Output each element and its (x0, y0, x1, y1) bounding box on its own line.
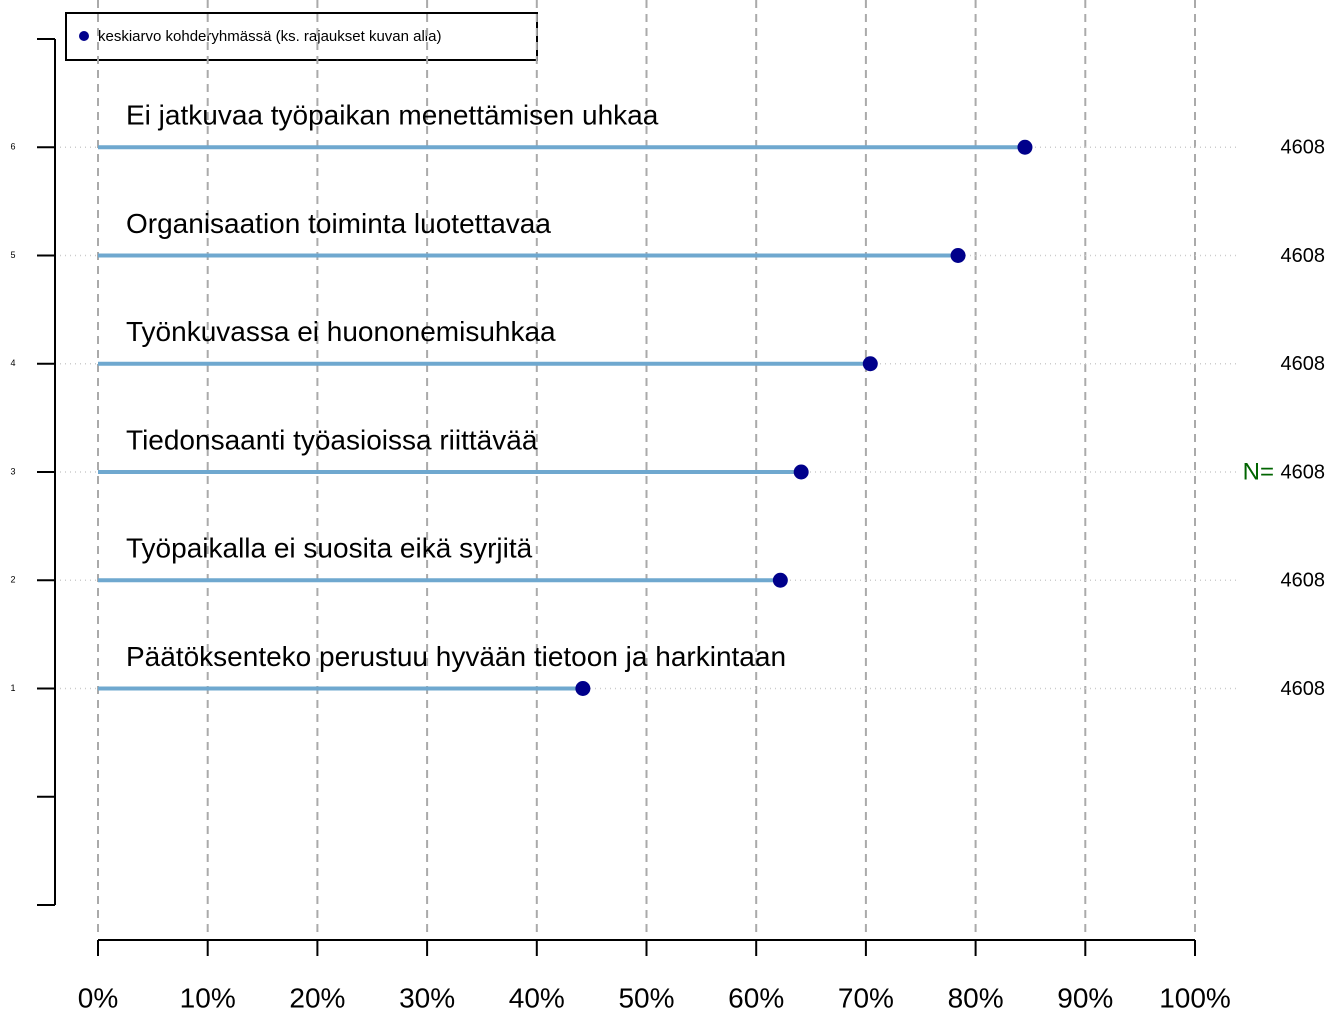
legend-marker (79, 31, 89, 41)
y-tick-label: 5 (10, 250, 15, 260)
category-label: Päätöksenteko perustuu hyvään tietoon ja… (126, 641, 786, 672)
category-label: Tiedonsaanti työasioissa riittävää (126, 424, 538, 455)
y-tick-label: 6 (10, 142, 15, 152)
n-label: 4608 (1281, 137, 1326, 159)
y-tick-label: 3 (10, 466, 15, 476)
n-prefix: N= (1243, 458, 1274, 485)
x-tick-label: 40% (509, 982, 565, 1013)
x-tick-label: 70% (838, 982, 894, 1013)
dot (793, 464, 809, 480)
category-label: Ei jatkuvaa työpaikan menettämisen uhkaa (126, 100, 659, 131)
x-tick-label: 20% (289, 982, 345, 1013)
n-label: 4608 (1281, 461, 1326, 483)
dot (862, 356, 878, 372)
x-tick-label: 30% (399, 982, 455, 1013)
legend-box (65, 12, 538, 61)
n-label: 4608 (1281, 353, 1326, 375)
legend-label: keskiarvo kohderyhmässä (ks. rajaukset k… (98, 28, 441, 45)
x-tick-label: 0% (78, 982, 118, 1013)
x-tick-label: 100% (1159, 982, 1231, 1013)
x-tick-label: 90% (1057, 982, 1113, 1013)
dot (772, 572, 788, 588)
n-label: 4608 (1281, 570, 1326, 592)
x-tick-label: 60% (728, 982, 784, 1013)
dot (575, 681, 591, 696)
dot (1017, 139, 1033, 155)
x-tick-label: 80% (948, 982, 1004, 1013)
y-tick-label: 4 (10, 358, 15, 368)
dot (950, 248, 966, 263)
x-tick-label: 50% (618, 982, 674, 1013)
x-tick-label: 10% (180, 982, 236, 1013)
n-label: 4608 (1281, 245, 1326, 267)
n-label: 4608 (1281, 678, 1326, 700)
category-label: Työnkuvassa ei huononemisuhkaa (126, 316, 556, 347)
y-tick-label: 2 (10, 575, 15, 585)
category-label: Työpaikalla ei suosita eikä syrjitä (126, 533, 533, 564)
category-label: Organisaation toiminta luotettavaa (126, 208, 551, 239)
y-tick-label: 1 (10, 683, 15, 693)
